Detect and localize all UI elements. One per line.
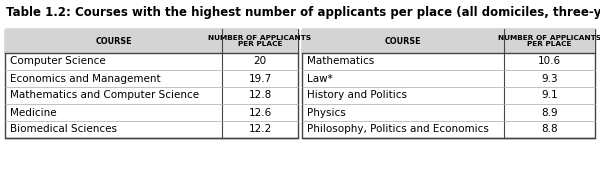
Bar — [5, 29, 298, 138]
Text: Physics: Physics — [307, 108, 346, 118]
Text: Philosophy, Politics and Economics: Philosophy, Politics and Economics — [307, 124, 489, 134]
Text: 12.2: 12.2 — [248, 124, 272, 134]
Text: Mathematics and Computer Science: Mathematics and Computer Science — [10, 90, 199, 100]
Text: 8.9: 8.9 — [541, 108, 558, 118]
Text: Mathematics: Mathematics — [307, 56, 374, 66]
Text: Law*: Law* — [307, 74, 333, 84]
Text: 9.3: 9.3 — [541, 74, 558, 84]
Text: COURSE: COURSE — [95, 37, 132, 46]
Bar — [302, 29, 595, 53]
Text: Biomedical Sciences: Biomedical Sciences — [10, 124, 117, 134]
Text: Computer Science: Computer Science — [10, 56, 106, 66]
Text: 20: 20 — [253, 56, 266, 66]
Text: 12.8: 12.8 — [248, 90, 272, 100]
Text: 19.7: 19.7 — [248, 74, 272, 84]
Text: 12.6: 12.6 — [248, 108, 272, 118]
Text: Medicine: Medicine — [10, 108, 56, 118]
Bar — [5, 29, 298, 53]
Text: NUMBER OF APPLICANTS
PER PLACE: NUMBER OF APPLICANTS PER PLACE — [208, 35, 311, 48]
Text: NUMBER OF APPLICANTS
PER PLACE: NUMBER OF APPLICANTS PER PLACE — [498, 35, 600, 48]
Text: Table 1.2: Courses with the highest number of applicants per place (all domicile: Table 1.2: Courses with the highest numb… — [6, 6, 600, 19]
Text: COURSE: COURSE — [385, 37, 421, 46]
Text: 9.1: 9.1 — [541, 90, 558, 100]
Text: History and Politics: History and Politics — [307, 90, 407, 100]
Text: 10.6: 10.6 — [538, 56, 561, 66]
Bar — [302, 29, 595, 138]
Text: Economics and Management: Economics and Management — [10, 74, 161, 84]
Text: 8.8: 8.8 — [541, 124, 558, 134]
